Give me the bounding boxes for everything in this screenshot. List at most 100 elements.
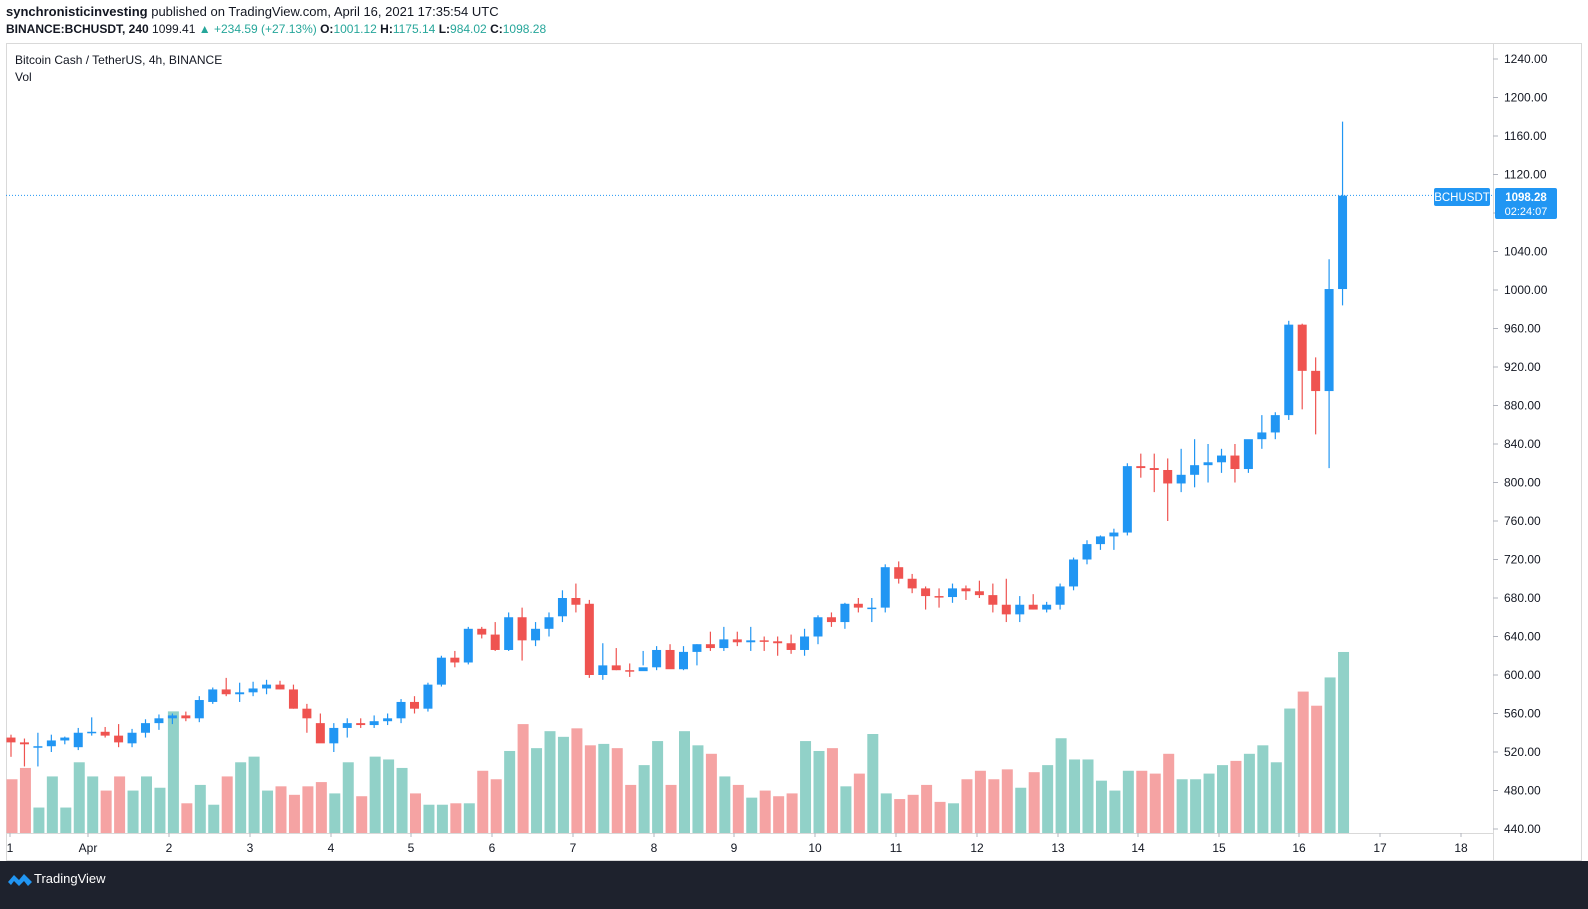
time-axis[interactable]: 1 Apr 2 3 4 5 6 7 8 9 10 11 12 13 14 15 16 17 18 [7, 833, 1468, 855]
candle-body [100, 731, 110, 736]
price-tags: BCHUSDT 1098.28 02:24:07 [1434, 188, 1557, 219]
price-tick-label: 640.00 [1504, 630, 1541, 644]
volume-bar [517, 724, 529, 833]
volume-bar [1257, 745, 1269, 833]
candle-body [235, 692, 245, 695]
volume-bar [544, 731, 556, 833]
time-tick-label: 11 [890, 841, 903, 855]
volume-bar [800, 741, 812, 833]
volume-bar [625, 784, 637, 833]
candle-body [1122, 466, 1132, 533]
last-price: 1099.41 [152, 22, 196, 36]
candle-body [773, 641, 783, 644]
candle-body [73, 732, 83, 748]
price-tick-label: 760.00 [1504, 514, 1541, 528]
volume-bar [1230, 760, 1242, 833]
price-tick-label: 1160.00 [1504, 129, 1547, 143]
time-tick-label: 7 [570, 841, 577, 855]
candle-body [1338, 195, 1348, 290]
time-tick-label: 15 [1212, 841, 1226, 855]
candle-body [867, 607, 877, 610]
price-tick-label: 560.00 [1504, 707, 1541, 721]
candle-body [248, 688, 258, 693]
time-tick-label: 4 [328, 841, 335, 855]
price-tick-label: 1240.00 [1504, 52, 1548, 66]
candle-body [288, 689, 298, 709]
volume-bar [100, 790, 112, 833]
time-tick-label: Apr [79, 841, 98, 855]
volume-bar [342, 762, 354, 833]
candle-body [383, 718, 393, 722]
volume-bar [1176, 779, 1188, 833]
volume-bar [679, 731, 690, 833]
volume-bar [1136, 770, 1148, 833]
volume-bar [705, 753, 717, 833]
candle-body [114, 735, 124, 743]
volume-bar [719, 776, 731, 833]
volume-bar [1149, 773, 1161, 833]
candle-body [598, 665, 608, 675]
volume-bar [463, 803, 475, 833]
footer-brand[interactable]: TradingView [34, 871, 106, 886]
candle-body [1149, 468, 1159, 470]
candle-body [262, 684, 272, 689]
candle-body [1243, 439, 1253, 470]
ohlc-line: BINANCE:BCHUSDT, 240 1099.41 ▲ +234.59 (… [6, 22, 546, 36]
candle-body [759, 640, 769, 642]
price-tick-label: 960.00 [1504, 322, 1541, 336]
candle-body [1190, 465, 1200, 475]
volume-bar [1122, 770, 1134, 833]
volume-bar [531, 748, 543, 833]
price-tag-bg [1495, 188, 1557, 219]
time-tick-label: 3 [247, 841, 254, 855]
time-tick-label: 17 [1373, 841, 1387, 855]
volume-bar [1338, 651, 1350, 833]
volume-bar [759, 790, 771, 833]
volume-bar [33, 807, 45, 833]
candle-body [665, 649, 675, 670]
volume-bar [840, 786, 852, 833]
candle-body [1028, 604, 1038, 610]
volume-bar [867, 734, 879, 833]
price-tick-label: 680.00 [1504, 591, 1541, 605]
candle-body [800, 636, 810, 650]
price-change: +234.59 (+27.13%) [214, 22, 317, 36]
volume-bar [383, 759, 395, 833]
candle-body [1270, 415, 1280, 433]
volume-bar [826, 748, 838, 833]
volume-bar [73, 762, 85, 833]
volume-bar [1069, 759, 1081, 833]
volume-bar [571, 728, 583, 833]
candle-body [60, 737, 70, 741]
volume-bar [329, 793, 341, 833]
candle-body [302, 708, 312, 719]
candle-body [1324, 289, 1334, 392]
candle-body [948, 588, 957, 598]
candle-body [840, 603, 850, 623]
price-tick-label: 720.00 [1504, 553, 1541, 567]
author-name[interactable]: synchronisticinvesting [6, 4, 148, 19]
candle-body [1015, 604, 1025, 615]
candle-body [315, 723, 325, 744]
candle-body [625, 670, 635, 672]
candle-body [221, 689, 231, 695]
candle-body [87, 731, 97, 734]
price-tick-label: 600.00 [1504, 668, 1541, 682]
volume-bar [1042, 765, 1054, 833]
volume-bar [1270, 762, 1282, 833]
candle-body [1001, 604, 1011, 615]
candle-body [127, 732, 137, 744]
time-tick-label: 9 [731, 841, 738, 855]
price-tick-label: 520.00 [1504, 745, 1541, 759]
candle-body [436, 657, 446, 685]
tradingview-logo-icon[interactable] [8, 872, 32, 888]
candle-body [463, 628, 473, 663]
volume-bar [1203, 773, 1215, 833]
candle-body [181, 715, 191, 719]
volume-bar [1082, 759, 1094, 833]
volume-bar [584, 745, 596, 833]
price-axis[interactable]: 440.00 480.00 520.00 560.00 600.00 640.00 680.… [1493, 52, 1548, 836]
volume-bar [1284, 708, 1296, 833]
symbol-tag: BCHUSDT [1434, 192, 1490, 204]
